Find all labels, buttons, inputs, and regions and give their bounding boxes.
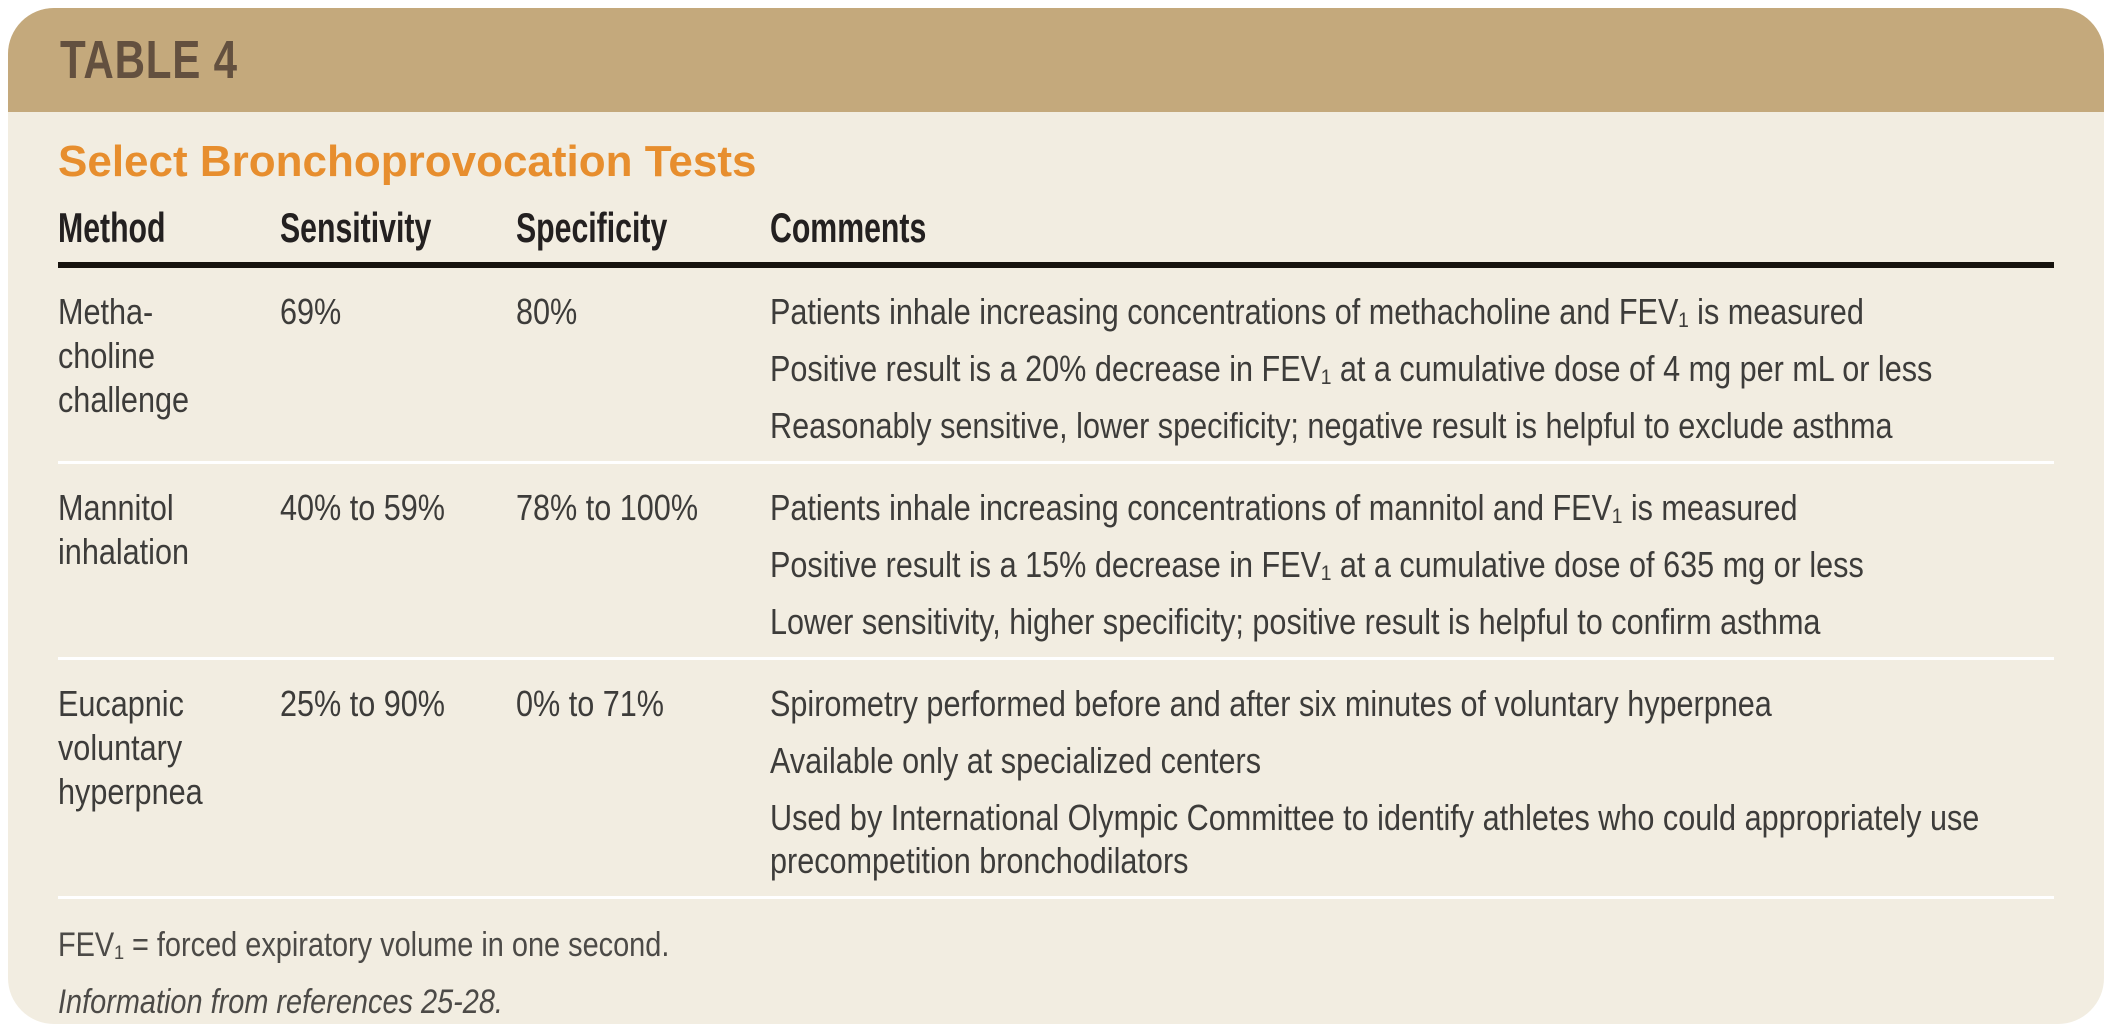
sensitivity-value: 69%: [280, 291, 342, 332]
abbreviation-note: FEV₁ = forced expiratory volume in one s…: [58, 926, 670, 964]
sensitivity-value: 25% to 90%: [280, 683, 446, 724]
comment-line: Used by International Olympic Committee …: [770, 797, 1980, 881]
comment-line: Available only at specialized centers: [770, 740, 1262, 781]
sensitivity-cell: 25% to 90%: [280, 682, 516, 882]
sensitivity-value: 40% to 59%: [280, 487, 446, 528]
table-title: Select Bronchoprovocation Tests: [58, 137, 757, 186]
method-cell: Metha-choline challenge: [58, 290, 280, 447]
comment-line: Reasonably sensitive, lower specificity;…: [770, 405, 1893, 446]
comment-line: Patients inhale increasing concentration…: [770, 487, 1798, 528]
column-header-specificity: Specificity: [516, 204, 668, 251]
comment-line: Spirometry performed before and after si…: [770, 683, 1772, 724]
comments-cell: Spirometry performed before and after si…: [770, 682, 2054, 882]
specificity-value: 78% to 100%: [516, 487, 699, 528]
method-value: Mannitol inhalation: [58, 487, 190, 572]
column-header-method: Method: [58, 204, 166, 251]
specificity-value: 0% to 71%: [516, 683, 665, 724]
table-header-band: TABLE 4: [8, 8, 2104, 112]
table-number-label: TABLE 4: [60, 30, 238, 90]
comment-line: Lower sensitivity, higher specificity; p…: [770, 601, 1821, 642]
specificity-value: 80%: [516, 291, 578, 332]
table-footnotes: FEV₁ = forced expiratory volume in one s…: [58, 896, 2054, 1022]
method-cell: Mannitol inhalation: [58, 486, 280, 643]
specificity-cell: 0% to 71%: [516, 682, 770, 882]
method-value: Eucapnic voluntary hyperpnea: [58, 683, 203, 812]
specificity-cell: 80%: [516, 290, 770, 447]
table-row: Metha-choline challenge 69% 80% Patients…: [58, 268, 2054, 461]
comment-line: Positive result is a 15% decrease in FEV…: [770, 544, 1864, 585]
source-note: Information from references 25-28.: [58, 983, 503, 1021]
comments-cell: Patients inhale increasing concentration…: [770, 486, 2054, 643]
sensitivity-cell: 69%: [280, 290, 516, 447]
table-row: Mannitol inhalation 40% to 59% 78% to 10…: [58, 461, 2054, 657]
table-card: TABLE 4 Select Bronchoprovocation Tests …: [8, 8, 2104, 1024]
sensitivity-cell: 40% to 59%: [280, 486, 516, 643]
specificity-cell: 78% to 100%: [516, 486, 770, 643]
column-header-comments: Comments: [770, 204, 927, 251]
table-row: Eucapnic voluntary hyperpnea 25% to 90% …: [58, 657, 2054, 896]
comment-line: Positive result is a 20% decrease in FEV…: [770, 348, 1933, 389]
table-content: Select Bronchoprovocation Tests Method S…: [8, 136, 2104, 1022]
comments-cell: Patients inhale increasing concentration…: [770, 290, 2054, 447]
table-column-headers: Method Sensitivity Specificity Comments: [58, 206, 2054, 268]
column-header-sensitivity: Sensitivity: [280, 204, 432, 251]
method-value: Metha-choline challenge: [58, 291, 190, 420]
method-cell: Eucapnic voluntary hyperpnea: [58, 682, 280, 882]
comment-line: Patients inhale increasing concentration…: [770, 291, 1864, 332]
